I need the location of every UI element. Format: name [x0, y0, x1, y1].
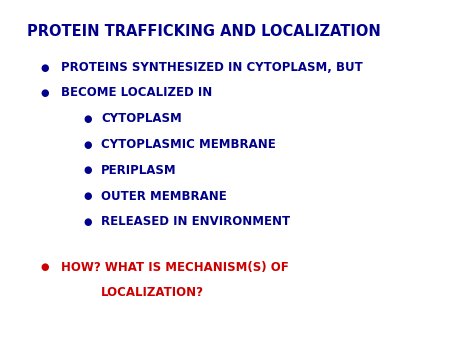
- Text: PROTEIN TRAFFICKING AND LOCALIZATION: PROTEIN TRAFFICKING AND LOCALIZATION: [27, 24, 381, 39]
- Text: ●: ●: [40, 63, 49, 73]
- Text: ●: ●: [40, 262, 49, 272]
- Text: HOW? WHAT IS MECHANISM(S) OF: HOW? WHAT IS MECHANISM(S) OF: [61, 261, 288, 273]
- Text: ●: ●: [83, 140, 92, 150]
- Text: CYTOPLASM: CYTOPLASM: [101, 113, 182, 125]
- Text: PROTEINS SYNTHESIZED IN CYTOPLASM, BUT: PROTEINS SYNTHESIZED IN CYTOPLASM, BUT: [61, 61, 363, 74]
- Text: LOCALIZATION?: LOCALIZATION?: [101, 286, 204, 299]
- Text: RELEASED IN ENVIRONMENT: RELEASED IN ENVIRONMENT: [101, 215, 290, 228]
- Text: ●: ●: [83, 217, 92, 227]
- Text: ●: ●: [40, 88, 49, 98]
- Text: ●: ●: [83, 114, 92, 124]
- Text: CYTOPLASMIC MEMBRANE: CYTOPLASMIC MEMBRANE: [101, 138, 276, 151]
- Text: PERIPLASM: PERIPLASM: [101, 164, 177, 177]
- Text: ●: ●: [83, 191, 92, 201]
- Text: OUTER MEMBRANE: OUTER MEMBRANE: [101, 190, 227, 202]
- Text: ●: ●: [83, 165, 92, 175]
- Text: BECOME LOCALIZED IN: BECOME LOCALIZED IN: [61, 87, 212, 99]
